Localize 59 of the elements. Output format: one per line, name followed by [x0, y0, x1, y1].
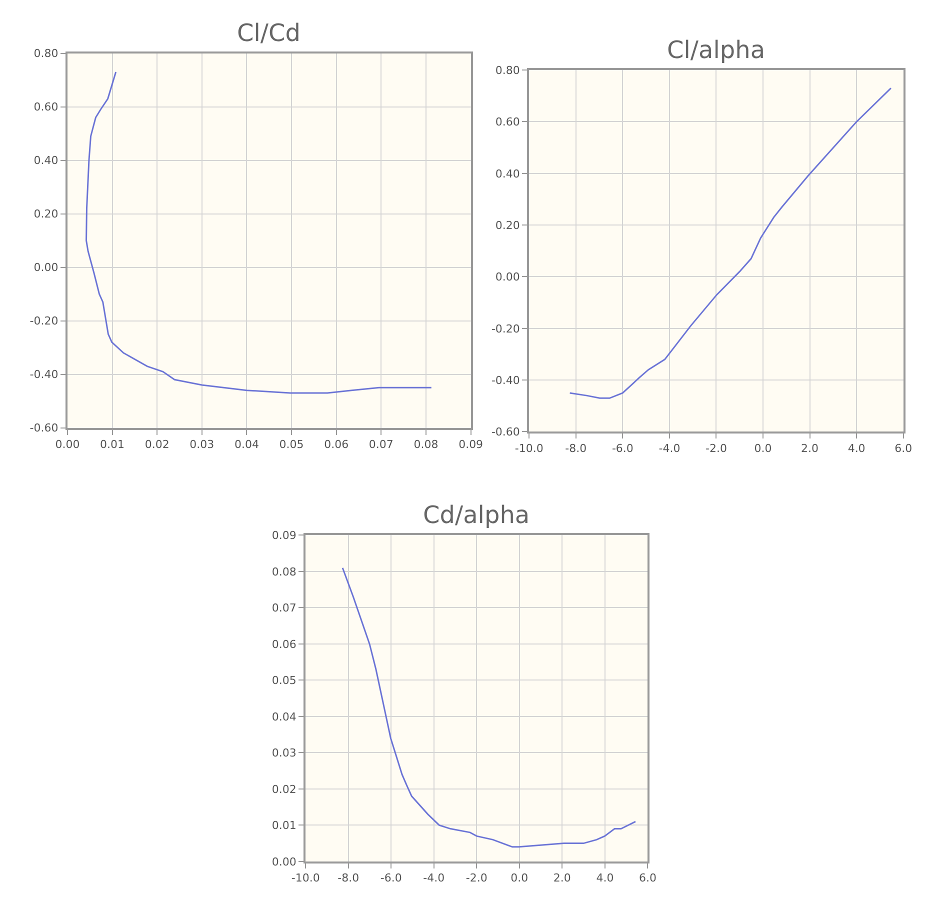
x-tick-label: -2.0	[466, 872, 488, 885]
x-tick-label: 0.03	[190, 438, 214, 451]
x-tick-label: 0.09	[458, 438, 484, 451]
x-tick-label: 0.0	[754, 442, 772, 455]
x-tick-label: -2.0	[706, 442, 727, 455]
chart-title: Cl/alpha	[667, 36, 766, 64]
x-tick-label: 0.08	[414, 438, 438, 451]
x-tick-label: -4.0	[658, 442, 680, 455]
x-tick-label: -8.0	[338, 872, 360, 885]
y-tick-label: -0.40	[30, 368, 58, 382]
y-tick-label: 0.01	[272, 819, 296, 832]
y-tick-label: 0.80	[495, 64, 520, 77]
x-tick-label: 0.0	[510, 872, 528, 885]
x-tick-label: 2.0	[553, 872, 571, 885]
x-tick-label: -6.0	[380, 872, 402, 885]
y-tick-label: 0.00	[495, 270, 520, 284]
x-tick-label: -8.0	[565, 442, 587, 455]
line-series	[86, 71, 432, 394]
x-tick-label: -6.0	[612, 442, 634, 455]
x-tick-label: 4.0	[596, 872, 614, 885]
y-tick-label: 0.40	[495, 167, 520, 180]
x-tick-label: 4.0	[848, 442, 866, 455]
y-tick-label: -0.60	[491, 426, 520, 439]
y-tick-label: 0.60	[34, 100, 58, 114]
x-tick-label: 0.02	[144, 438, 170, 451]
y-tick-label: 0.05	[272, 674, 296, 688]
y-tick-label: 0.60	[495, 116, 520, 129]
x-tick-label: -4.0	[423, 872, 445, 885]
x-tick-label: -10.0	[514, 442, 544, 455]
y-tick-label: 0.00	[34, 261, 58, 274]
x-tick-label: 6.0	[638, 872, 656, 885]
y-tick-label: 0.20	[34, 208, 58, 221]
y-tick-label: 0.09	[272, 529, 296, 542]
chart-title: Cl/Cd	[237, 19, 301, 47]
y-tick-label: -0.20	[30, 314, 58, 328]
y-tick-label: 0.40	[34, 154, 58, 168]
x-tick-label: 0.07	[368, 438, 394, 451]
x-tick-label: 0.00	[55, 438, 80, 451]
x-tick-label: 6.0	[894, 442, 912, 455]
y-tick-label: 0.80	[34, 47, 58, 60]
y-tick-label: -0.20	[491, 322, 520, 336]
y-tick-label: -0.60	[30, 422, 58, 435]
y-tick-label: -0.40	[491, 374, 520, 387]
y-tick-label: 0.03	[272, 746, 296, 760]
y-tick-label: 0.02	[272, 782, 296, 796]
y-tick-label: 0.07	[272, 602, 296, 615]
x-tick-label: -10.0	[291, 872, 320, 885]
chart-title: Cd/alpha	[423, 501, 530, 529]
x-tick-label: 2.0	[801, 442, 819, 455]
y-tick-label: 0.08	[272, 565, 296, 578]
line-series	[569, 87, 892, 399]
y-tick-label: 0.04	[272, 710, 296, 724]
x-tick-label: 0.04	[234, 438, 259, 451]
y-tick-label: 0.06	[272, 638, 296, 651]
y-tick-label: 0.00	[272, 855, 296, 868]
y-tick-label: 0.20	[495, 218, 520, 232]
x-tick-label: 0.06	[324, 438, 349, 451]
x-tick-label: 0.01	[100, 438, 125, 451]
line-series	[342, 567, 636, 848]
